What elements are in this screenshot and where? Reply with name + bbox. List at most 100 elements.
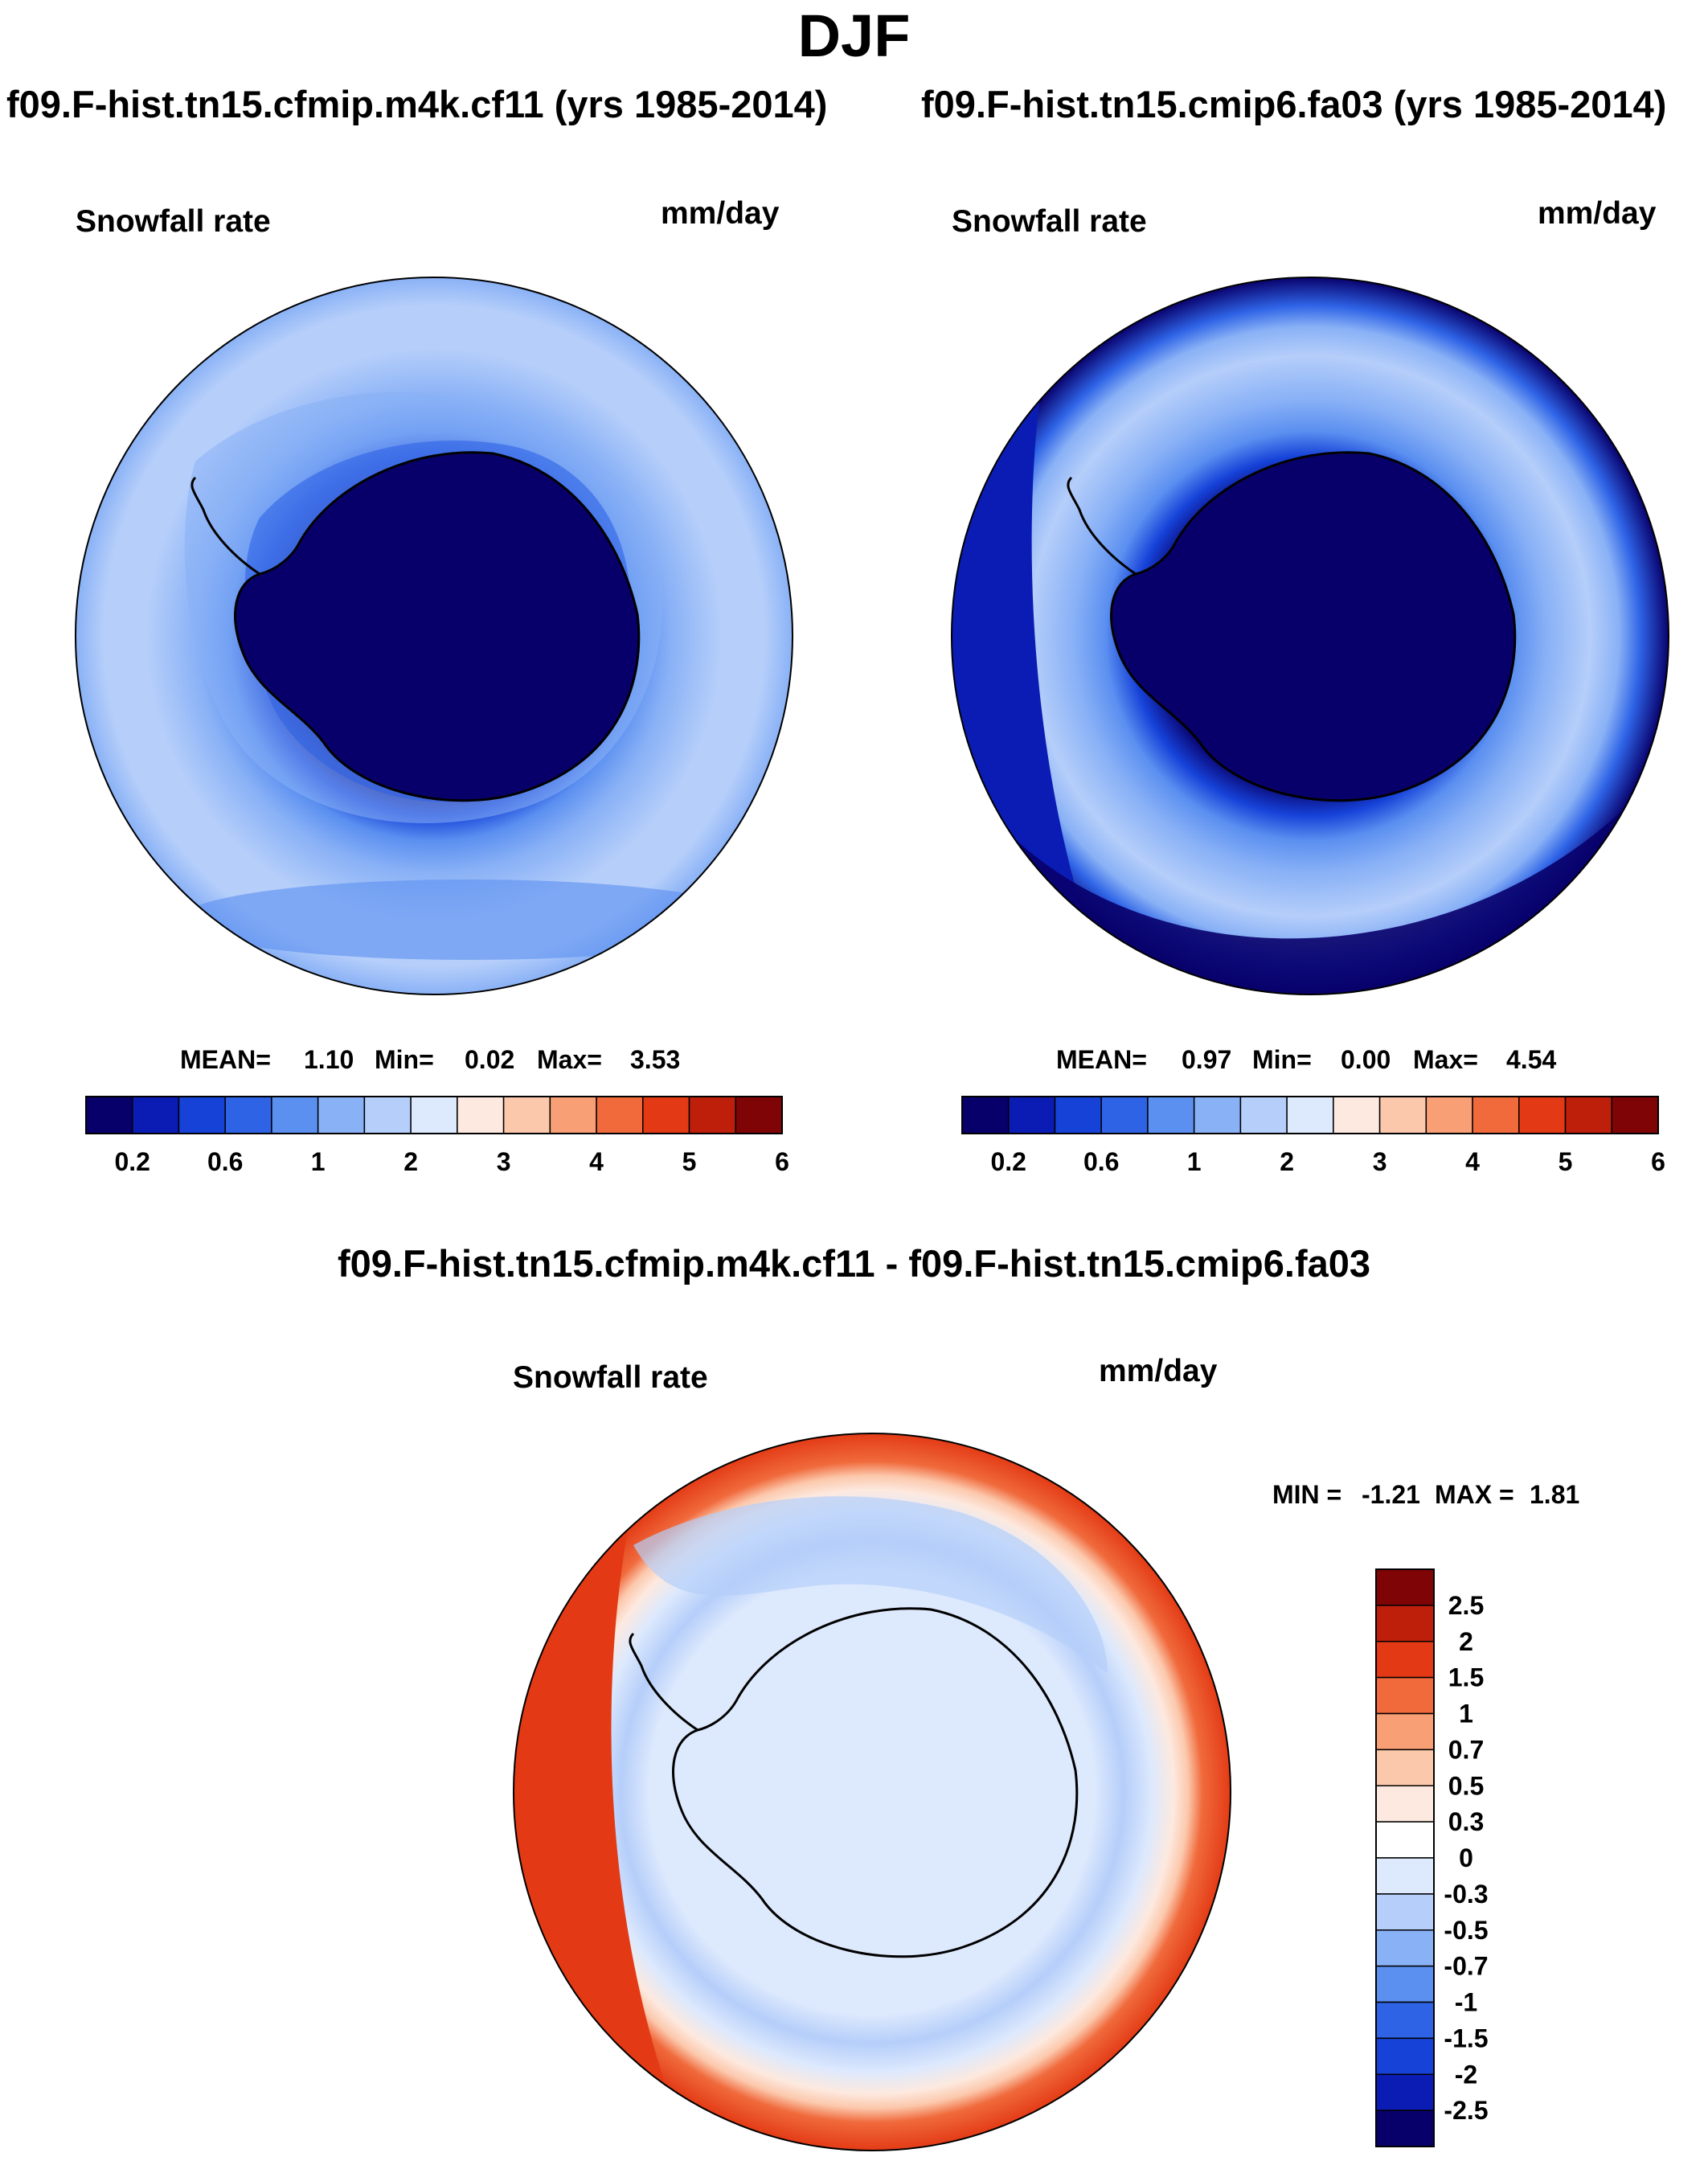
colorbar-diff-tick-label: 0.7: [1448, 1735, 1484, 1764]
colorbar-right-tick-label: 3: [1373, 1147, 1387, 1176]
stats-min-label-right: Min=: [1252, 1045, 1312, 1074]
map-right: [951, 277, 1669, 995]
colorbar-left-swatch: [735, 1096, 783, 1134]
units-label-diff: mm/day: [1099, 1354, 1218, 1388]
colorbar-left-swatch: [688, 1096, 737, 1134]
colorbar-diff-tick-label: -1.5: [1444, 2024, 1488, 2052]
colorbar-left-swatch: [363, 1096, 412, 1134]
colorbar-left-tick-label: 1: [311, 1147, 326, 1176]
stats-mean-right: 0.97: [1182, 1045, 1232, 1074]
colorbar-left-swatch: [457, 1096, 505, 1134]
colorbar-diff-swatch: [1375, 1785, 1435, 1823]
colorbar-diff-swatch: [1375, 2110, 1435, 2147]
stats-max-right: 4.54: [1506, 1045, 1557, 1074]
colorbar-right-swatch: [1239, 1096, 1288, 1134]
colorbar-right-swatch: [1193, 1096, 1242, 1134]
colorbar-diff-tick-label: 0.5: [1448, 1771, 1484, 1800]
colorbar-diff-swatch: [1375, 2001, 1435, 2040]
colorbar-right-swatch: [1147, 1096, 1195, 1134]
colorbar-diff-swatch: [1375, 1821, 1435, 1859]
colorbar-right-tick-label: 0.6: [1083, 1147, 1119, 1176]
stats-min-right: 0.00: [1341, 1045, 1391, 1074]
colorbar-left-tick-label: 0.2: [114, 1147, 150, 1176]
colorbar-diff-tick-label: 1: [1459, 1700, 1473, 1728]
colorbar-diff-swatch: [1375, 1749, 1435, 1786]
colorbar-left-tick-label: 0.6: [207, 1147, 243, 1176]
colorbar-diff-tick-label: 0.3: [1448, 1807, 1484, 1836]
colorbar-diff: 2.5 2 1.5 1 0.7 0.5 0.3 0 -0.3 -0.5 -0.7 -1 -1.5 -2 -2…: [1375, 1568, 1489, 2147]
colorbar-left-swatch: [549, 1096, 597, 1134]
variable-label-left: Snowfall rate: [76, 204, 271, 239]
stats-max-label-right: Max=: [1413, 1045, 1478, 1074]
colorbar-diff-tick-label: -0.3: [1444, 1880, 1488, 1909]
colorbar-diff-swatch: [1375, 1676, 1435, 1715]
colorbar-diff-swatch: [1375, 2073, 1435, 2111]
colorbar-left-swatch: [502, 1096, 551, 1134]
colorbar-left-swatch: [642, 1096, 690, 1134]
colorbar-diff-tick-label: -1: [1455, 1988, 1477, 2017]
colorbar-left-swatch: [224, 1096, 272, 1134]
colorbar-right-swatch: [1564, 1096, 1613, 1134]
colorbar-diff-swatch: [1375, 2037, 1435, 2075]
stats-min-label-left: Min=: [375, 1045, 434, 1074]
colorbar-right-frame: [961, 1096, 1659, 1134]
colorbar-right-swatch: [1007, 1096, 1056, 1134]
colorbar-diff-swatch: [1375, 1929, 1435, 1967]
colorbar-diff-swatch: [1375, 1857, 1435, 1895]
colorbar-right: [961, 1096, 1659, 1134]
colorbar-left-swatch: [271, 1096, 319, 1134]
colorbar-diff-tick-label: -2: [1455, 2060, 1477, 2089]
colorbar-right-swatch: [1425, 1096, 1473, 1134]
map-left: [75, 277, 793, 995]
colorbar-left-swatch: [178, 1096, 226, 1134]
colorbar-diff-tick-label: -0.5: [1444, 1916, 1488, 1945]
stats-max-label-left: Max=: [537, 1045, 602, 1074]
colorbar-left-frame: [85, 1096, 783, 1134]
colorbar-right-swatch: [961, 1096, 1010, 1134]
variable-label-diff: Snowfall rate: [513, 1360, 708, 1395]
colorbar-left-tick-label: 6: [775, 1147, 789, 1176]
colorbar-diff-tick-label: 2: [1459, 1627, 1473, 1656]
figure-title: DJF: [797, 2, 911, 69]
colorbar-left-swatch: [131, 1096, 180, 1134]
diff-min: -1.21: [1362, 1480, 1420, 1509]
variable-label-right: Snowfall rate: [952, 204, 1147, 239]
colorbar-ticks-right: 0.2 0.6 1 2 3 4 5 6: [990, 1147, 1665, 1176]
colorbar-diff-swatch: [1375, 1641, 1435, 1679]
colorbar-left-tick-label: 3: [497, 1147, 511, 1176]
colorbar-right-tick-label: 0.2: [990, 1147, 1026, 1176]
colorbar-diff-tick-label: -0.7: [1444, 1952, 1488, 1981]
colorbar-left-swatch: [410, 1096, 458, 1134]
colorbar-right-tick-label: 2: [1280, 1147, 1294, 1176]
colorbar-right-tick-label: 6: [1651, 1147, 1665, 1176]
colorbar-diff-swatch: [1375, 1893, 1435, 1931]
colorbar-diff-swatch: [1375, 1965, 1435, 2003]
colorbar-left-swatch: [85, 1096, 133, 1134]
colorbar-left-swatch: [596, 1096, 644, 1134]
colorbar-right-swatch: [1611, 1096, 1659, 1134]
units-label-left: mm/day: [661, 196, 780, 231]
colorbar-left: [85, 1096, 783, 1134]
colorbar-left-tick-label: 5: [682, 1147, 697, 1176]
panel-title-left: f09.F-hist.tn15.cfmip.m4k.cf11 (yrs 1985…: [6, 83, 828, 125]
colorbar-right-swatch: [1518, 1096, 1567, 1134]
stats-mean-left: 1.10: [304, 1045, 354, 1074]
panel-title-right: f09.F-hist.tn15.cmip6.fa03 (yrs 1985-201…: [921, 83, 1667, 125]
colorbar-right-swatch: [1378, 1096, 1427, 1134]
colorbar-right-swatch: [1054, 1096, 1102, 1134]
colorbar-right-swatch: [1472, 1096, 1520, 1134]
stats-max-left: 3.53: [630, 1045, 681, 1074]
colorbar-right-swatch: [1333, 1096, 1381, 1134]
diff-max-label: MAX =: [1435, 1480, 1514, 1509]
colorbar-diff-tick-label: -2.5: [1444, 2096, 1488, 2125]
colorbar-right-tick-label: 1: [1187, 1147, 1202, 1176]
colorbar-left-swatch: [317, 1096, 366, 1134]
diff-title: f09.F-hist.tn15.cfmip.m4k.cf11 - f09.F-h…: [337, 1242, 1371, 1285]
colorbar-diff-frame: [1375, 1568, 1435, 2147]
colorbar-ticks-left: 0.2 0.6 1 2 3 4 5 6: [114, 1147, 788, 1176]
stats-mean-label-right: MEAN=: [1056, 1045, 1147, 1074]
colorbar-diff-swatch: [1375, 1605, 1435, 1642]
colorbar-diff-tick-label: 0: [1459, 1843, 1473, 1872]
colorbar-left-tick-label: 2: [403, 1147, 418, 1176]
diff-max: 1.81: [1530, 1480, 1580, 1509]
